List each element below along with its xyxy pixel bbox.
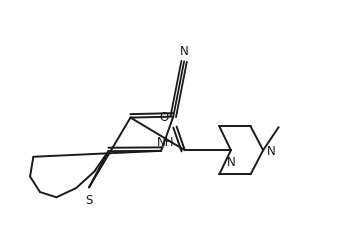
- Text: N: N: [267, 144, 276, 157]
- Text: NH: NH: [157, 136, 174, 149]
- Text: N: N: [180, 45, 189, 58]
- Text: S: S: [85, 194, 93, 206]
- Text: N: N: [226, 155, 235, 168]
- Text: O: O: [160, 110, 169, 123]
